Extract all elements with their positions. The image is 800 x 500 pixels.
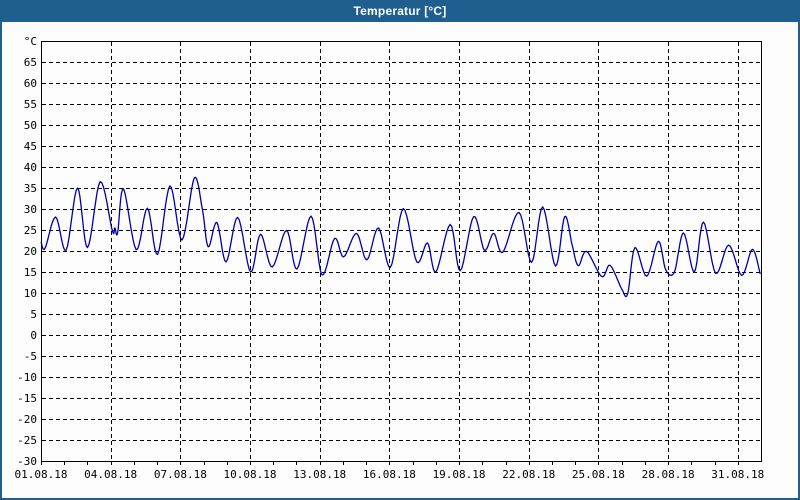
svg-text:01.08.18: 01.08.18 [15, 468, 68, 481]
svg-text:19.08.18: 19.08.18 [433, 468, 486, 481]
svg-text:30: 30 [24, 203, 37, 216]
svg-text:16.08.18: 16.08.18 [363, 468, 416, 481]
window-titlebar: Temperatur [°C] [0, 0, 800, 22]
svg-text:°C: °C [24, 35, 37, 48]
x-axis-ticks [41, 461, 739, 465]
x-axis-labels: 01.08.18 04.08.18 07.08.18 10.08.18 13.08.18… [15, 468, 765, 481]
svg-text:25: 25 [24, 224, 37, 237]
svg-text:35: 35 [24, 182, 37, 195]
svg-text:28.08.18: 28.08.18 [642, 468, 695, 481]
svg-text:10: 10 [24, 287, 37, 300]
temperature-line [40, 176, 761, 298]
svg-text:0: 0 [30, 329, 37, 342]
window-title: Temperatur [°C] [353, 4, 447, 18]
svg-text:40: 40 [24, 161, 37, 174]
svg-text:15: 15 [24, 266, 37, 279]
svg-text:10.08.18: 10.08.18 [224, 468, 277, 481]
plot-border [41, 41, 762, 462]
svg-text:60: 60 [24, 77, 37, 90]
svg-text:-15: -15 [17, 392, 37, 405]
svg-text:07.08.18: 07.08.18 [154, 468, 207, 481]
svg-text:65: 65 [24, 56, 37, 69]
svg-text:45: 45 [24, 140, 37, 153]
svg-text:-30: -30 [17, 455, 37, 468]
svg-text:04.08.18: 04.08.18 [84, 468, 137, 481]
svg-text:13.08.18: 13.08.18 [293, 468, 346, 481]
svg-text:22.08.18: 22.08.18 [502, 468, 555, 481]
svg-text:-5: -5 [24, 350, 37, 363]
y-axis-labels: °C65605550454035302520151050-5-10-15-20-… [17, 35, 37, 468]
svg-text:25.08.18: 25.08.18 [572, 468, 625, 481]
svg-text:55: 55 [24, 98, 37, 111]
svg-text:5: 5 [30, 308, 37, 321]
svg-text:-25: -25 [17, 434, 37, 447]
svg-text:-10: -10 [17, 371, 37, 384]
svg-text:50: 50 [24, 119, 37, 132]
gridlines [42, 42, 760, 460]
svg-text:31.08.18: 31.08.18 [711, 468, 764, 481]
svg-text:20: 20 [24, 245, 37, 258]
svg-text:-20: -20 [17, 413, 37, 426]
